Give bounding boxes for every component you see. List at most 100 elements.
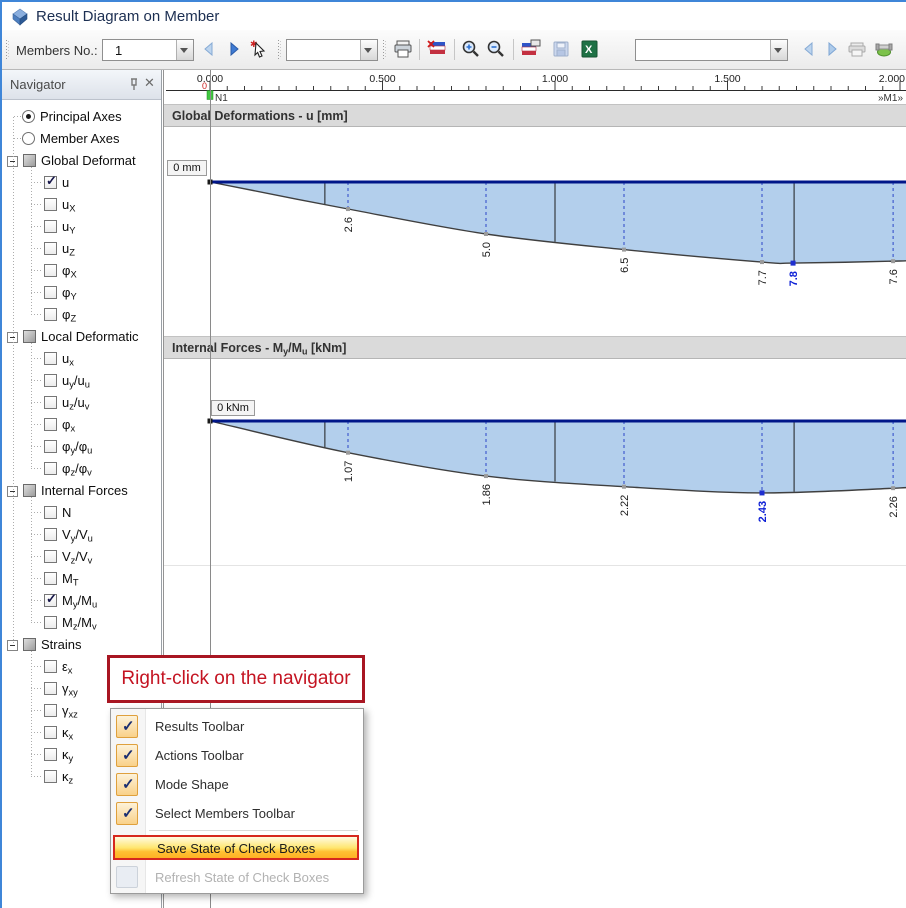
chevron-down-icon[interactable] (360, 40, 377, 60)
menu-checkbox[interactable]: ✓ (116, 773, 138, 796)
results-display-button[interactable] (425, 37, 449, 61)
nav-group-internal-forces[interactable]: Internal Forces (2, 480, 161, 502)
checkbox[interactable] (44, 264, 57, 277)
excel-export-button[interactable]: X (577, 37, 601, 61)
checkbox[interactable] (44, 550, 57, 563)
nav-item-m-y-m-u[interactable]: ✓ My/Mu (2, 590, 161, 612)
checkbox[interactable] (44, 506, 57, 519)
nav-item-y[interactable]: κy (2, 744, 161, 766)
checkbox[interactable] (44, 352, 57, 365)
menu-checkbox[interactable]: ✓ (116, 715, 138, 738)
nav-item-xz[interactable]: γxz (2, 700, 161, 722)
nav-item-z-v[interactable]: φz/φv (2, 458, 161, 480)
checkbox[interactable] (44, 286, 57, 299)
rendering-button[interactable] (872, 37, 896, 61)
previous-member-button[interactable] (197, 37, 221, 61)
nav-item-u[interactable]: ✓ u (2, 172, 161, 194)
next-member-button[interactable] (222, 37, 246, 61)
menu-item-actions-toolbar[interactable]: ✓ Actions Toolbar (111, 742, 363, 770)
loading-combobox[interactable] (286, 39, 378, 61)
previous-view-button[interactable] (797, 37, 821, 61)
checkbox[interactable] (44, 374, 57, 387)
zoom-out-button[interactable] (484, 37, 508, 61)
nav-item-u-z[interactable]: uZ (2, 238, 161, 260)
close-icon[interactable]: ✕ (144, 75, 155, 90)
nav-item-v-y-v-u[interactable]: Vy/Vu (2, 524, 161, 546)
nav-item-z[interactable]: φZ (2, 304, 161, 326)
pick-member-button[interactable]: ✱ (247, 37, 271, 61)
print-button[interactable] (391, 37, 415, 61)
tristate-checkbox[interactable] (23, 154, 36, 167)
checkbox[interactable] (44, 572, 57, 585)
nav-group-strains[interactable]: Strains (2, 634, 161, 656)
chevron-down-icon[interactable] (176, 40, 193, 60)
checkbox[interactable] (44, 242, 57, 255)
menu-item-select-members-toolbar[interactable]: ✓ Select Members Toolbar (111, 800, 363, 828)
tristate-checkbox[interactable] (23, 638, 36, 651)
checkbox[interactable] (44, 418, 57, 431)
pin-icon[interactable] (126, 76, 142, 92)
checkbox[interactable] (44, 704, 57, 717)
collapse-icon[interactable] (7, 156, 18, 167)
nav-item-xy[interactable]: γxy (2, 678, 161, 700)
save-button[interactable] (549, 37, 573, 61)
collapse-icon[interactable] (7, 640, 18, 651)
menu-checkbox[interactable]: ✓ (116, 744, 138, 767)
menu-checkbox[interactable]: ✓ (116, 802, 138, 825)
nav-item-u-y[interactable]: uY (2, 216, 161, 238)
template-combobox[interactable] (635, 39, 788, 61)
nav-item-x[interactable]: φX (2, 260, 161, 282)
nav-item-z[interactable]: κz (2, 766, 161, 788)
nav-item-m-t[interactable]: MT (2, 568, 161, 590)
cursor-line[interactable] (210, 70, 211, 908)
nav-group-global-deformat[interactable]: Global Deformat (2, 150, 161, 172)
nav-item-m-z-m-v[interactable]: Mz/Mv (2, 612, 161, 634)
nav-item-y[interactable]: φY (2, 282, 161, 304)
checkbox[interactable] (44, 440, 57, 453)
menu-item-results-toolbar[interactable]: ✓ Results Toolbar (111, 713, 363, 741)
checkbox[interactable] (44, 682, 57, 695)
menu-item-save-state[interactable]: Save State of Check Boxes (113, 835, 359, 860)
checkbox[interactable] (44, 770, 57, 783)
collapse-icon[interactable] (7, 332, 18, 343)
checkbox[interactable] (44, 462, 57, 475)
nav-item-v-z-v-v[interactable]: Vz/Vv (2, 546, 161, 568)
chevron-down-icon[interactable] (770, 40, 787, 60)
radio-icon[interactable] (22, 110, 35, 123)
nav-item-x[interactable]: κx (2, 722, 161, 744)
menu-item-mode-shape[interactable]: ✓ Mode Shape (111, 771, 363, 799)
toolbar-grip[interactable] (278, 40, 281, 59)
print-graphic-button[interactable] (519, 37, 543, 61)
nav-item-u-x[interactable]: uX (2, 194, 161, 216)
collapse-icon[interactable] (7, 486, 18, 497)
nav-item-u-y-u-u[interactable]: uy/uu (2, 370, 161, 392)
checkbox[interactable] (44, 396, 57, 409)
checkbox[interactable] (44, 528, 57, 541)
nav-item-y-u[interactable]: φy/φu (2, 436, 161, 458)
checkbox[interactable] (44, 726, 57, 739)
nav-item-x[interactable]: εx (2, 656, 161, 678)
toolbar-grip[interactable] (383, 40, 386, 59)
tristate-checkbox[interactable] (23, 330, 36, 343)
nav-group-local-deformatic[interactable]: Local Deformatic (2, 326, 161, 348)
next-view-button[interactable] (820, 37, 844, 61)
checkbox[interactable] (44, 198, 57, 211)
zoom-in-button[interactable] (459, 37, 483, 61)
checkbox[interactable] (44, 660, 57, 673)
members-no-combobox[interactable]: 1 (102, 39, 194, 61)
toolbar-grip[interactable] (6, 40, 9, 59)
nav-item-u-x[interactable]: ux (2, 348, 161, 370)
nav-radio-member-axes[interactable]: Member Axes (2, 128, 161, 150)
nav-radio-principal-axes[interactable]: Principal Axes (2, 106, 161, 128)
nav-item-u-z-u-v[interactable]: uz/uv (2, 392, 161, 414)
checkbox[interactable] (44, 616, 57, 629)
checkbox[interactable]: ✓ (44, 173, 57, 189)
checkbox[interactable] (44, 220, 57, 233)
print-preview-button[interactable] (845, 37, 869, 61)
checkbox[interactable] (44, 308, 57, 321)
tristate-checkbox[interactable] (23, 484, 36, 497)
nav-item-x[interactable]: φx (2, 414, 161, 436)
radio-icon[interactable] (22, 132, 35, 145)
checkbox[interactable] (44, 748, 57, 761)
checkbox[interactable]: ✓ (44, 591, 57, 607)
